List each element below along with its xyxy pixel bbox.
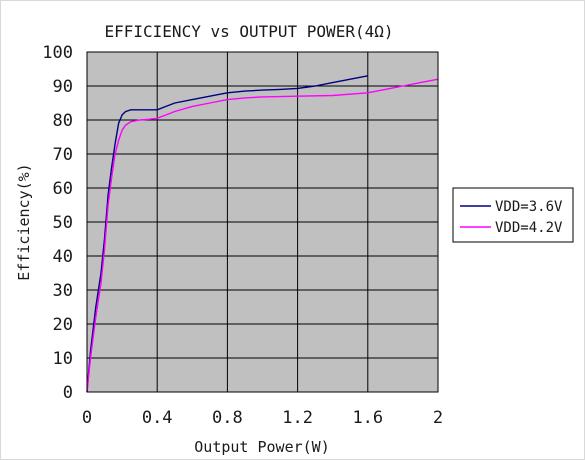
y-tick-label: 90 [53,77,73,97]
y-tick-label: 80 [53,111,73,131]
y-tick-label: 100 [42,43,73,63]
x-tick-label: 0.8 [212,408,243,428]
y-tick-label: 40 [53,247,73,267]
legend-label: VDD=4.2V [495,220,563,236]
y-axis-label: Efficiency(%) [15,163,33,280]
series-lines [86,75,439,393]
x-axis-label: Output Power(W) [194,438,329,456]
x-tick-label: 0 [82,408,92,428]
series-line-2 [86,78,439,393]
x-tick-label: 0.4 [142,408,173,428]
chart-title: EFFICIENCY vs OUTPUT POWER(4Ω) [105,22,394,41]
legend-label: VDD=3.6V [495,199,563,215]
y-tick-label: 10 [53,349,73,369]
x-tick-label: 1.2 [282,408,313,428]
legend-box [452,187,574,243]
y-tick-label: 20 [53,315,73,335]
y-tick-label: 30 [53,281,73,301]
series-line-1 [86,75,368,393]
y-tick-label: 60 [53,179,73,199]
x-tick-label: 1.6 [352,408,383,428]
y-gridlines [87,85,438,359]
x-tick-labels: 0 0.4 0.8 1.2 1.6 2 [82,408,443,428]
y-tick-label: 0 [63,383,73,403]
y-tick-label: 50 [53,213,73,233]
x-tick-label: 2 [433,408,443,428]
y-tick-label: 70 [53,145,73,165]
legend: VDD=3.6V VDD=4.2V [452,187,574,243]
plot-frame [86,51,439,393]
y-tick-labels: 0 10 20 30 40 50 60 70 80 90 100 [42,43,73,403]
x-gridlines [156,52,369,392]
